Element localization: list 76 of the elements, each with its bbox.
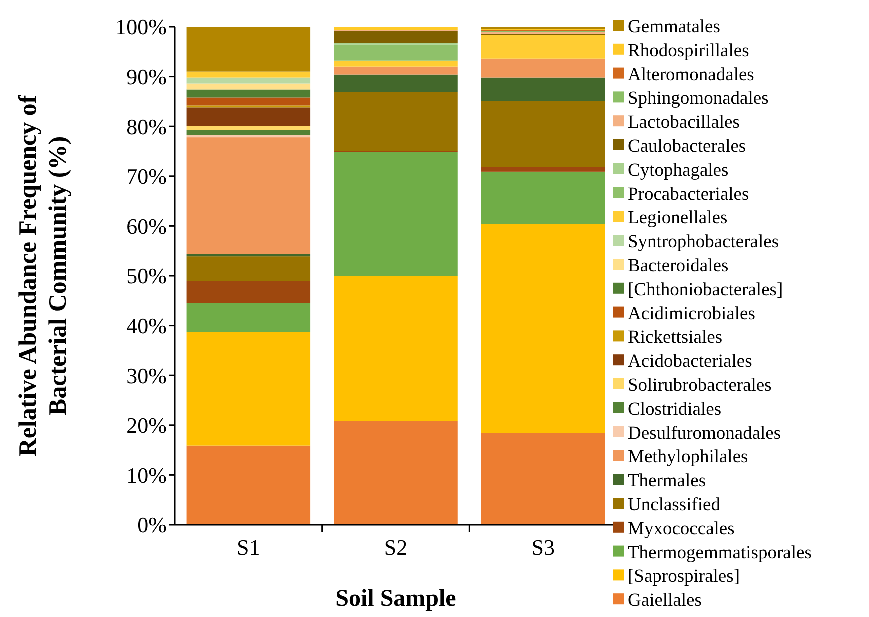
bar	[481, 172, 606, 224]
y-tick-label: 80%	[126, 114, 167, 140]
legend-label: Lactobacillales	[628, 113, 740, 134]
y-axis-title: Relative Abundance Frequency of Bacterial Community (%)	[15, 94, 72, 457]
legend-label: Myxococcales	[628, 519, 735, 540]
y-tick-label: 30%	[126, 363, 167, 388]
x-tick-label: S1	[237, 535, 260, 560]
y-tick-label: 70%	[126, 164, 167, 190]
legend-label: Unclassified	[628, 495, 722, 516]
legend-label: Clostridiales	[628, 400, 722, 420]
y-tick-label: 10%	[126, 462, 167, 488]
legend-label: Methylophilales	[628, 448, 748, 468]
bar	[334, 44, 458, 61]
legend-label: Bacteroidales	[628, 256, 729, 276]
bar	[481, 35, 606, 59]
bar	[186, 135, 311, 138]
legend-label: [Saprospirales]	[628, 567, 740, 588]
bar	[334, 421, 458, 525]
legend-label: Procabacteriales	[628, 184, 750, 205]
legend-label: Solirubrobacterales	[628, 376, 772, 396]
bar	[186, 90, 311, 98]
bar	[481, 224, 606, 434]
bar	[334, 276, 458, 422]
legend-label: Gaiellales	[628, 591, 702, 612]
legend-label: Desulfuromonadales	[628, 424, 782, 444]
legend-label: Rickettsiales	[628, 328, 723, 348]
bar	[481, 433, 606, 525]
bar	[481, 167, 606, 172]
x-axis-title: Soil Sample	[336, 586, 457, 612]
bar	[186, 126, 311, 130]
legend-label: Caulobacterales	[628, 136, 746, 157]
bar	[186, 72, 311, 78]
x-tick-label: S2	[384, 535, 408, 560]
bar	[481, 58, 606, 78]
legend-label: Acidimicrobiales	[628, 304, 756, 324]
y-tick-label: 50%	[126, 264, 167, 289]
x-tick-label: S3	[532, 535, 555, 560]
bar	[334, 92, 458, 151]
bar	[334, 152, 458, 276]
y-tick-label: 60%	[126, 214, 167, 239]
bar	[186, 108, 311, 126]
bar	[334, 74, 458, 92]
legend-label: Sphingomonadales	[628, 89, 769, 110]
legend-label: Acidobacteriales	[628, 352, 752, 372]
bar	[186, 332, 311, 446]
bar	[186, 303, 311, 332]
legend-label: Alteromonadales	[628, 65, 754, 86]
legend-label: Rhodospirillales	[628, 41, 750, 62]
bar	[334, 66, 458, 75]
legend-label: Gemmatales	[628, 17, 720, 38]
bar	[186, 281, 311, 304]
legend-label: Thermales	[628, 472, 706, 492]
bar	[186, 130, 311, 136]
bar	[334, 60, 458, 67]
bar	[186, 446, 311, 525]
legend-label: Syntrophobacterales	[628, 232, 780, 253]
y-tick-label: 90%	[126, 64, 167, 90]
y-tick-label: 40%	[126, 314, 167, 338]
y-tick-label: 20%	[126, 413, 167, 438]
bar	[186, 78, 311, 84]
legend-label: Legionellales	[628, 208, 728, 229]
bar	[334, 27, 458, 30]
bar	[481, 101, 606, 168]
y-tick-label: 0%	[138, 512, 167, 538]
legend-label: Cytophagales	[628, 160, 729, 181]
y-tick-label: 100%	[116, 14, 167, 40]
bar	[334, 31, 458, 44]
bar	[481, 78, 606, 102]
bar	[186, 27, 311, 72]
bar	[186, 138, 311, 254]
bar	[186, 254, 311, 257]
bar	[186, 256, 311, 282]
bar	[186, 84, 311, 90]
legend-label: Thermogemmatisporales	[628, 543, 812, 564]
bar	[186, 98, 311, 106]
legend-label: [Chthoniobacterales]	[628, 280, 784, 300]
